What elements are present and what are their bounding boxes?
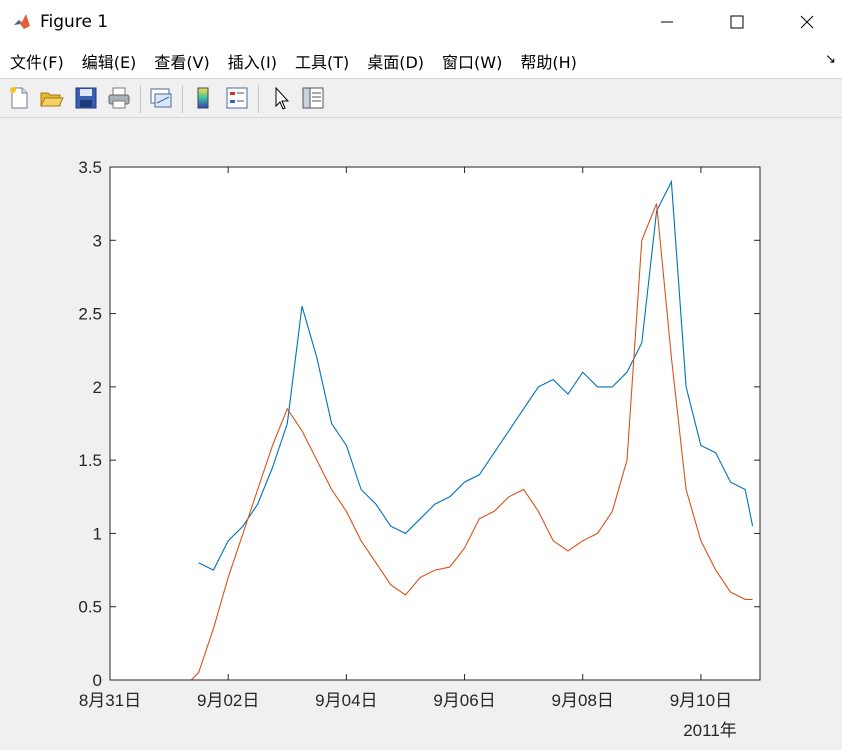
title-bar: Figure 1 <box>0 0 842 44</box>
matlab-logo-icon <box>12 12 32 32</box>
toolbar-separator <box>258 85 259 113</box>
minimize-button[interactable] <box>632 0 702 44</box>
dock-arrow-icon[interactable]: ↘ <box>825 52 836 67</box>
y-tick-label: 1 <box>93 524 102 543</box>
menu-view[interactable]: 查看(V) <box>154 53 210 72</box>
print-icon[interactable] <box>106 85 132 111</box>
series-line-1 <box>198 179 754 571</box>
y-tick-label: 3.5 <box>78 158 102 177</box>
menu-edit[interactable]: 编辑(E) <box>81 53 137 72</box>
x-tick-label: 9月10日 <box>670 691 732 710</box>
save-icon[interactable] <box>73 85 99 111</box>
y-tick-label: 0 <box>93 671 102 690</box>
toolbar-separator <box>140 85 141 113</box>
toolbar <box>0 78 842 118</box>
menu-tools[interactable]: 工具(T) <box>294 53 350 72</box>
menu-help[interactable]: 帮助(H) <box>520 53 577 72</box>
menu-desktop[interactable]: 桌面(D) <box>367 53 425 72</box>
x-tick-label: 8月31日 <box>79 691 141 710</box>
y-tick-label: 3 <box>93 231 102 250</box>
link-plot-icon[interactable] <box>148 85 174 111</box>
close-icon <box>800 15 814 29</box>
x-tick-label: 9月04日 <box>315 691 377 710</box>
property-inspector-icon[interactable] <box>300 85 326 111</box>
series-line-2 <box>190 203 753 681</box>
x-year-label: 2011年 <box>683 721 737 740</box>
axes-background <box>110 167 760 680</box>
x-tick-label: 9月08日 <box>552 691 614 710</box>
menu-file[interactable]: 文件(F) <box>10 53 64 72</box>
new-figure-icon[interactable] <box>6 85 32 111</box>
close-button[interactable] <box>772 0 842 44</box>
toolbar-separator <box>182 85 183 113</box>
maximize-button[interactable] <box>702 0 772 44</box>
menu-bar: 文件(F) 编辑(E) 查看(V) 插入(I) 工具(T) 桌面(D) 窗口(W… <box>0 44 842 78</box>
edit-plot-arrow-icon[interactable] <box>268 85 294 111</box>
axes-box <box>109 166 761 681</box>
window-title: Figure 1 <box>40 12 109 32</box>
minimize-icon <box>661 21 673 23</box>
y-tick-label: 1.5 <box>78 451 102 470</box>
open-file-icon[interactable] <box>38 85 64 111</box>
x-tick-label: 9月02日 <box>197 691 259 710</box>
menu-window[interactable]: 窗口(W) <box>442 53 503 72</box>
colorbar-icon[interactable] <box>190 85 216 111</box>
menu-insert[interactable]: 插入(I) <box>227 53 277 72</box>
y-tick-label: 0.5 <box>78 598 102 617</box>
y-tick-label: 2.5 <box>78 305 102 324</box>
maximize-icon <box>730 15 744 29</box>
y-tick-label: 2 <box>93 378 102 397</box>
x-tick-label: 9月06日 <box>433 691 495 710</box>
legend-icon[interactable] <box>224 85 250 111</box>
